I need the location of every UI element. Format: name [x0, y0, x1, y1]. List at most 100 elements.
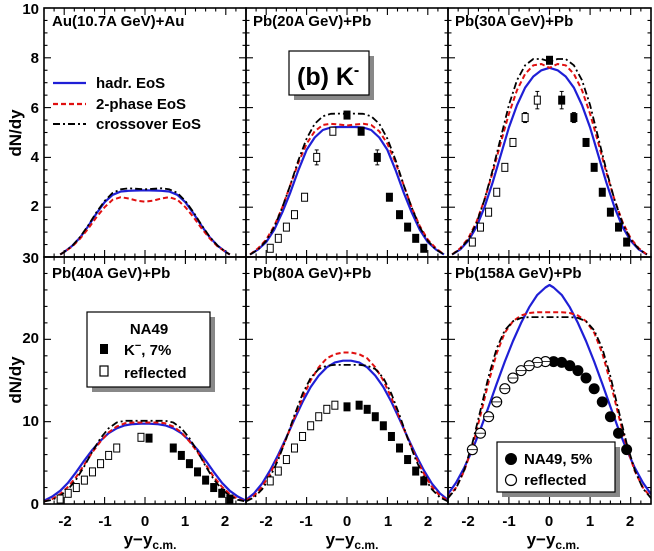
- data-point-reflected: [290, 210, 298, 220]
- crossover-eos-curve: [448, 316, 651, 499]
- xtick-labels-col2: -2 -1 0 1 2: [259, 513, 432, 530]
- model-legend: hadr. EoS 2-phase EoS crossover EoS: [53, 75, 201, 133]
- row2-ytick-labels: 0 10 20 30: [22, 250, 39, 513]
- na49-legend-measured: K−, 7%: [124, 340, 171, 359]
- data-point-measured: [604, 411, 616, 423]
- xtick-label: 2: [626, 513, 634, 530]
- hadr-eos-curve: [59, 189, 231, 256]
- data-point-reflected: [468, 237, 476, 247]
- xtick-label: 1: [384, 513, 392, 530]
- data-point-measured: [613, 427, 625, 439]
- crossover-eos-curve: [246, 364, 448, 503]
- data-point-reflected: [313, 152, 321, 162]
- k-minus-label: (b) K-: [297, 62, 359, 91]
- crossover-eos-curve: [59, 187, 231, 256]
- row2-ytick-label: 20: [22, 330, 39, 347]
- data-point-measured: [226, 494, 234, 504]
- na49-legend-filled-square: [100, 344, 108, 354]
- data-point-reflected: [97, 459, 105, 469]
- data-point-measured: [580, 372, 592, 384]
- data-point-measured: [185, 459, 193, 469]
- data-point-measured: [343, 110, 351, 120]
- panel-frame: [447, 256, 652, 505]
- na49-legend-open-square: [99, 365, 109, 377]
- data-point-measured: [210, 483, 218, 493]
- na49-legend-panel4: NA49 K−, 7% reflected: [86, 311, 215, 392]
- panel-plot-area: [59, 187, 231, 256]
- k-minus-label-box: (b) K-: [288, 50, 374, 100]
- data-point-reflected: [323, 404, 331, 414]
- data-point-measured: [420, 476, 428, 486]
- data-point-measured: [564, 360, 576, 372]
- data-point-measured: [558, 95, 566, 105]
- na49-legend6-open-circle: [504, 473, 518, 487]
- data-point-reflected: [88, 467, 96, 477]
- legend-label-hadr: hadr. EoS: [96, 75, 165, 92]
- panel-plot-area: [249, 110, 445, 256]
- data-point-measured: [412, 466, 420, 476]
- data-point-reflected: [72, 483, 80, 493]
- xlabel-col2: y−yc.m.: [326, 530, 379, 551]
- xtick-label: -1: [299, 513, 312, 530]
- data-point-measured: [177, 450, 185, 460]
- panel-6: [447, 256, 652, 505]
- crossover-eos-curve: [249, 112, 445, 256]
- xtick-label: -1: [502, 513, 515, 530]
- xtick-label: 0: [343, 513, 351, 530]
- data-point-measured: [598, 187, 606, 197]
- twophase-eos-curve: [249, 122, 445, 256]
- data-point-measured: [572, 365, 584, 377]
- xtick-label: -2: [259, 513, 272, 530]
- row1-ytick-label: 8: [31, 50, 39, 67]
- data-point-measured: [218, 488, 226, 498]
- data-point-measured: [343, 402, 351, 412]
- twophase-eos-curve: [59, 196, 231, 256]
- data-point-reflected: [266, 243, 274, 253]
- data-point-reflected: [282, 455, 290, 465]
- data-point-measured: [548, 356, 560, 368]
- twophase-eos-curve: [448, 311, 651, 499]
- data-point-measured: [385, 192, 393, 202]
- data-point-reflected: [105, 450, 113, 460]
- row2-ytick-label: 0: [31, 496, 39, 513]
- data-point-reflected: [533, 95, 541, 105]
- data-point-reflected: [331, 400, 339, 410]
- data-point-measured: [387, 431, 395, 441]
- data-point-reflected: [274, 233, 282, 243]
- data-point-reflected: [485, 207, 493, 217]
- data-point-measured: [194, 467, 202, 477]
- data-point-reflected: [137, 432, 145, 442]
- row2-ytick-label: 30: [22, 250, 39, 267]
- na49-legend6-reflected: reflected: [524, 472, 587, 489]
- data-point-measured: [202, 475, 210, 485]
- data-point-reflected: [56, 494, 64, 504]
- row2-ylabel: dN/dy: [6, 356, 25, 404]
- data-point-measured: [371, 412, 379, 422]
- data-point-measured: [588, 383, 600, 395]
- row1-ylabel: dN/dy: [6, 109, 25, 157]
- data-point-measured: [420, 243, 428, 253]
- data-point-measured: [404, 222, 412, 232]
- xtick-label: 2: [424, 513, 432, 530]
- data-point-reflected: [476, 222, 484, 232]
- na49-legend-title: NA49: [130, 321, 168, 338]
- na49-legend6-measured: NA49, 5%: [524, 451, 592, 468]
- panel-title-au10: Au(10.7A GeV)+Au: [52, 13, 184, 30]
- row2-ytick-label: 10: [22, 413, 39, 430]
- data-point-measured: [396, 210, 404, 220]
- xtick-labels-col3: -2 -1 0 1 2: [461, 513, 634, 530]
- data-point-measured: [363, 404, 371, 414]
- hadr-eos-curve: [249, 125, 445, 256]
- na49-legend-panel6: NA49, 5% reflected: [496, 441, 620, 497]
- data-point-reflected: [329, 126, 337, 136]
- data-point-measured: [169, 443, 177, 453]
- data-point-measured: [404, 455, 412, 465]
- xtick-label: 1: [181, 513, 189, 530]
- data-point-measured: [396, 443, 404, 453]
- panel-plot-area: [448, 283, 651, 499]
- data-point-measured: [357, 126, 365, 136]
- data-point-reflected: [290, 443, 298, 453]
- row1-ytick-label: 2: [31, 198, 39, 215]
- data-point-reflected: [301, 192, 309, 202]
